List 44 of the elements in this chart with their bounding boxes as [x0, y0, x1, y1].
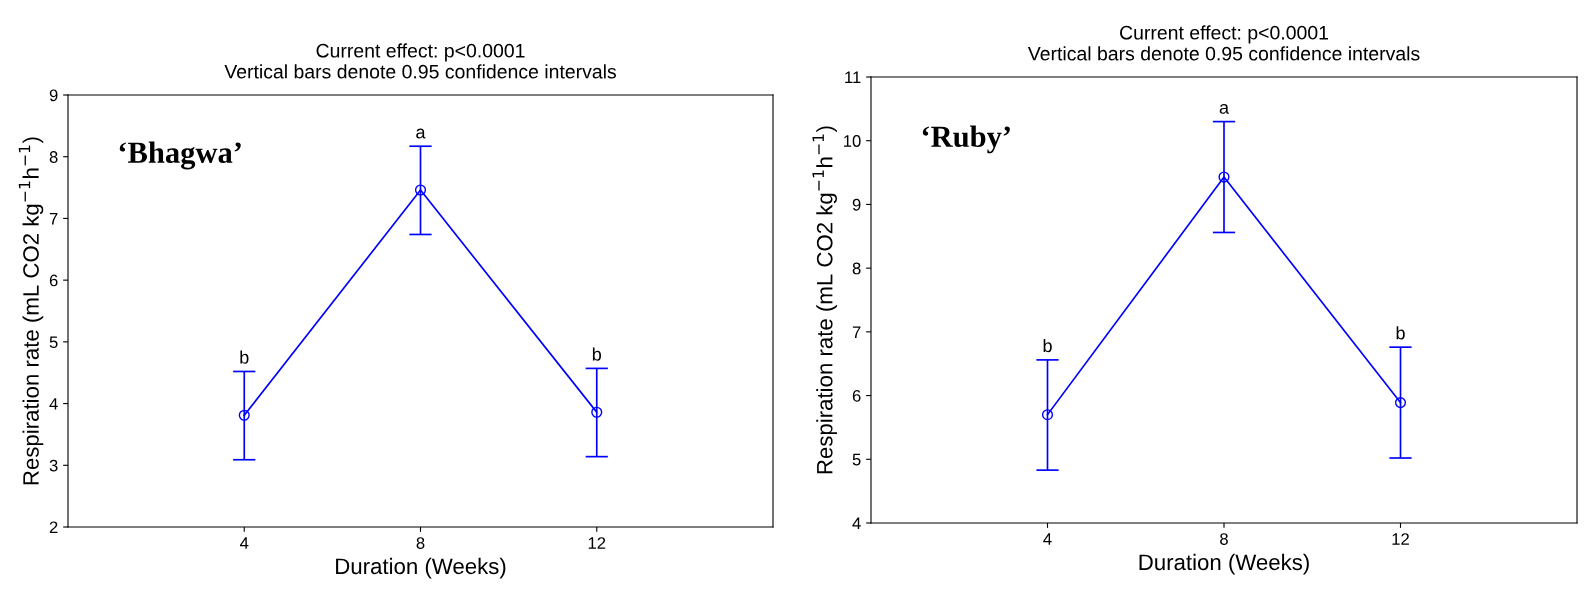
y-tick-label: 7 [49, 213, 58, 225]
point [1218, 171, 1230, 183]
annotation: ‘Ruby’ [922, 125, 1010, 154]
annotation: a [416, 128, 426, 139]
chart-subtitle: Vertical bars denote 0.95 confidence intervals [1027, 46, 1420, 61]
chart-title: Current effect: p<0.0001 [316, 43, 525, 62]
x-tick-label: 12 [588, 537, 606, 549]
y-axis-title: Respiration rate (mL CO2 kg$^{−1}$h$^{−1}$) [812, 126, 837, 474]
y-tick-label: 8 [49, 151, 58, 163]
annotation: b [1396, 326, 1405, 340]
x-tick-label: 8 [416, 537, 425, 549]
chart-subtitle: Vertical bars denote 0.95 confidence intervals [224, 64, 616, 79]
annotation: b [592, 347, 602, 361]
y-tick-label: 5 [852, 453, 861, 466]
y-tick-label: 10 [844, 135, 861, 147]
y-tick-label: 7 [852, 326, 861, 338]
annotation: ‘Bhagwa’ [119, 141, 241, 170]
chart-title: Current effect: p<0.0001 [1120, 25, 1329, 44]
y-axis-title: Respiration rate (mL CO2 kg$^{−1}$h$^{−1}$) [18, 137, 44, 485]
y-tick-label: 4 [852, 517, 861, 530]
y-tick-label: 9 [852, 198, 861, 211]
annotation: b [240, 350, 249, 364]
point [414, 184, 427, 196]
y-tick-label: 2 [49, 521, 58, 534]
point [238, 409, 250, 421]
y-tick-label: 8 [852, 262, 861, 275]
x-tick-label: 8 [1220, 533, 1228, 545]
x-axis-title: Duration (Weeks) [336, 557, 506, 579]
x-axis-title: Duration (Weeks) [1139, 553, 1309, 575]
y-tick-label: 6 [49, 274, 58, 287]
x-tick-label: 12 [1392, 533, 1409, 545]
x-tick-label: 4 [1043, 533, 1052, 545]
point [591, 406, 603, 418]
y-tick-label: 9 [49, 89, 58, 102]
annotation: a [1219, 103, 1230, 114]
x-tick-label: 4 [240, 537, 249, 549]
point [1394, 397, 1407, 409]
point [1041, 409, 1054, 421]
y-tick-label: 11 [845, 71, 861, 84]
y-tick-label: 4 [49, 398, 58, 410]
y-tick-label: 5 [49, 336, 58, 349]
y-tick-label: 3 [49, 459, 58, 472]
annotation: b [1043, 338, 1052, 353]
y-tick-label: 6 [852, 389, 861, 402]
